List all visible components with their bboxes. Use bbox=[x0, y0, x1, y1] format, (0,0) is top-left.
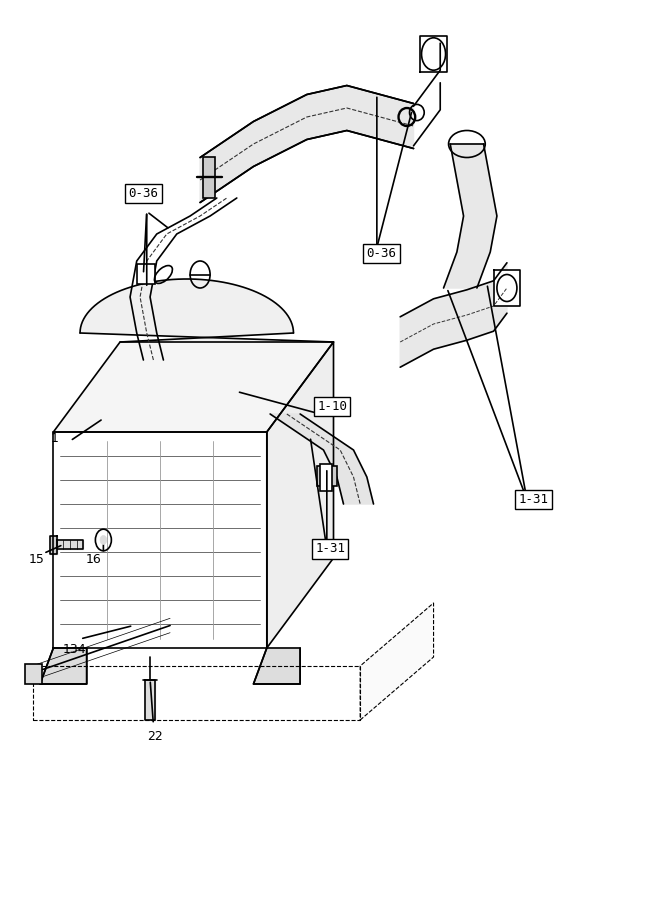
Bar bbox=[25, 664, 42, 684]
Text: 16: 16 bbox=[85, 554, 101, 566]
Polygon shape bbox=[40, 648, 87, 684]
Polygon shape bbox=[50, 536, 57, 554]
Polygon shape bbox=[145, 680, 155, 720]
Bar bbox=[203, 158, 215, 198]
Text: 22: 22 bbox=[147, 730, 163, 742]
Bar bbox=[320, 464, 332, 490]
Polygon shape bbox=[420, 36, 447, 72]
Bar bbox=[137, 264, 155, 284]
Polygon shape bbox=[53, 432, 267, 648]
Bar bbox=[317, 466, 337, 486]
Polygon shape bbox=[200, 86, 414, 202]
Text: 0-36: 0-36 bbox=[367, 248, 396, 260]
Polygon shape bbox=[360, 603, 434, 720]
Polygon shape bbox=[80, 279, 334, 342]
Polygon shape bbox=[270, 414, 374, 504]
Text: 1-10: 1-10 bbox=[317, 400, 347, 413]
Polygon shape bbox=[253, 648, 300, 684]
Polygon shape bbox=[494, 270, 520, 306]
Text: 134: 134 bbox=[63, 644, 87, 656]
Text: 15: 15 bbox=[29, 554, 45, 566]
Polygon shape bbox=[444, 144, 497, 288]
Text: 1-31: 1-31 bbox=[315, 543, 345, 555]
Text: 1-31: 1-31 bbox=[519, 493, 548, 506]
Polygon shape bbox=[57, 540, 83, 549]
Text: 1: 1 bbox=[51, 432, 59, 445]
Text: 0-36: 0-36 bbox=[129, 187, 158, 200]
Polygon shape bbox=[400, 263, 507, 367]
Circle shape bbox=[100, 536, 107, 544]
Polygon shape bbox=[267, 342, 334, 648]
Polygon shape bbox=[53, 342, 334, 432]
